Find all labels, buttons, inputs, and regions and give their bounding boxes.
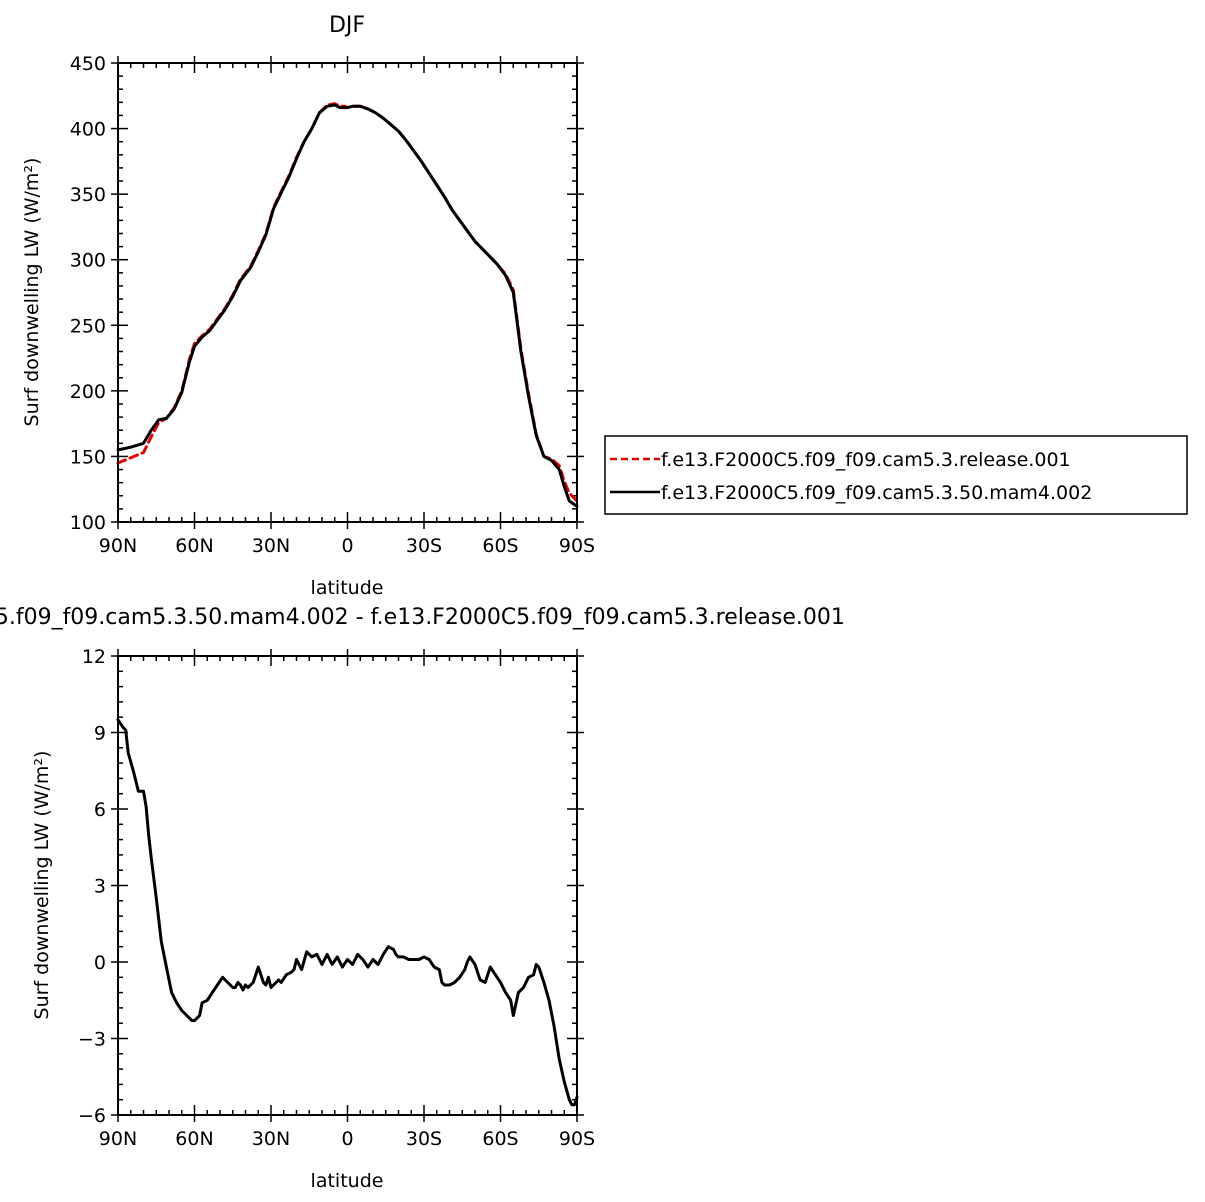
tick-marks bbox=[111, 649, 584, 1122]
legend-box bbox=[604, 435, 1188, 515]
plot-frame bbox=[117, 62, 578, 523]
x-tick-label: 30N bbox=[252, 535, 290, 557]
x-tick-label: 60N bbox=[175, 535, 213, 557]
y-tick-label: 9 bbox=[94, 723, 106, 745]
y-tick-label: −6 bbox=[78, 1105, 106, 1127]
series-line-0 bbox=[116, 718, 579, 1107]
x-tick-label: 90N bbox=[99, 535, 137, 557]
legend-label-mam4: f.e13.F2000C5.f09_f09.cam5.3.50.mam4.002 bbox=[661, 482, 1092, 504]
x-tick-label: 90N bbox=[99, 1128, 137, 1150]
y-tick-label: 0 bbox=[94, 952, 106, 974]
y-tick-label: 100 bbox=[70, 512, 106, 534]
x-tick-label: 0 bbox=[341, 535, 353, 557]
y-tick-label: 300 bbox=[70, 250, 106, 272]
x-tick-label: 90S bbox=[559, 1128, 595, 1150]
tick-labels: 90N 60N 30N 0 30S 60S 90S −6 −3 0 3 6 9 12 bbox=[78, 646, 595, 1150]
y-axis-label: Surf downwelling LW (W/m²) bbox=[21, 158, 43, 427]
y-tick-label: 400 bbox=[70, 119, 106, 141]
x-axis-label: latitude bbox=[311, 577, 384, 599]
y-tick-label: 250 bbox=[70, 315, 106, 337]
legend: f.e13.F2000C5.f09_f09.cam5.3.release.001… bbox=[604, 435, 1188, 515]
x-tick-label: 60S bbox=[482, 535, 518, 557]
x-tick-label: 30S bbox=[406, 535, 442, 557]
series-line-0 bbox=[116, 102, 579, 503]
y-tick-label: 450 bbox=[70, 53, 106, 75]
y-tick-label: 150 bbox=[70, 446, 106, 468]
x-tick-label: 30N bbox=[252, 1128, 290, 1150]
tick-labels: 90N 60N 30N 0 30S 60S 90S 100 150 200 250 300 350 400… bbox=[70, 53, 595, 557]
chart-title: f.e13.F2000C5.f09_f09.cam5.3.50.mam4.002… bbox=[0, 605, 845, 630]
legend-label-release: f.e13.F2000C5.f09_f09.cam5.3.release.001 bbox=[661, 449, 1071, 471]
series-line-1 bbox=[116, 103, 579, 508]
y-axis-label: Surf downwelling LW (W/m²) bbox=[31, 751, 53, 1020]
x-tick-label: 30S bbox=[406, 1128, 442, 1150]
y-tick-label: 12 bbox=[82, 646, 106, 668]
y-tick-label: 350 bbox=[70, 184, 106, 206]
x-tick-label: 60S bbox=[482, 1128, 518, 1150]
y-tick-label: 3 bbox=[94, 876, 106, 898]
x-axis-label: latitude bbox=[311, 1170, 384, 1192]
x-tick-label: 90S bbox=[559, 535, 595, 557]
y-tick-label: 200 bbox=[70, 381, 106, 403]
x-tick-label: 60N bbox=[175, 1128, 213, 1150]
plot-frame bbox=[117, 655, 578, 1116]
plot-area bbox=[116, 102, 579, 508]
y-tick-label: 6 bbox=[94, 799, 106, 821]
top-chart: DJF 90N 60N 30N 0 30S 60S 90S 100 150 200 250 300 35… bbox=[21, 13, 595, 599]
plot-area bbox=[116, 718, 579, 1107]
chart-title: DJF bbox=[329, 13, 365, 38]
bottom-chart: f.e13.F2000C5.f09_f09.cam5.3.50.mam4.002… bbox=[0, 605, 845, 1192]
y-tick-label: −3 bbox=[78, 1029, 106, 1051]
x-tick-label: 0 bbox=[341, 1128, 353, 1150]
